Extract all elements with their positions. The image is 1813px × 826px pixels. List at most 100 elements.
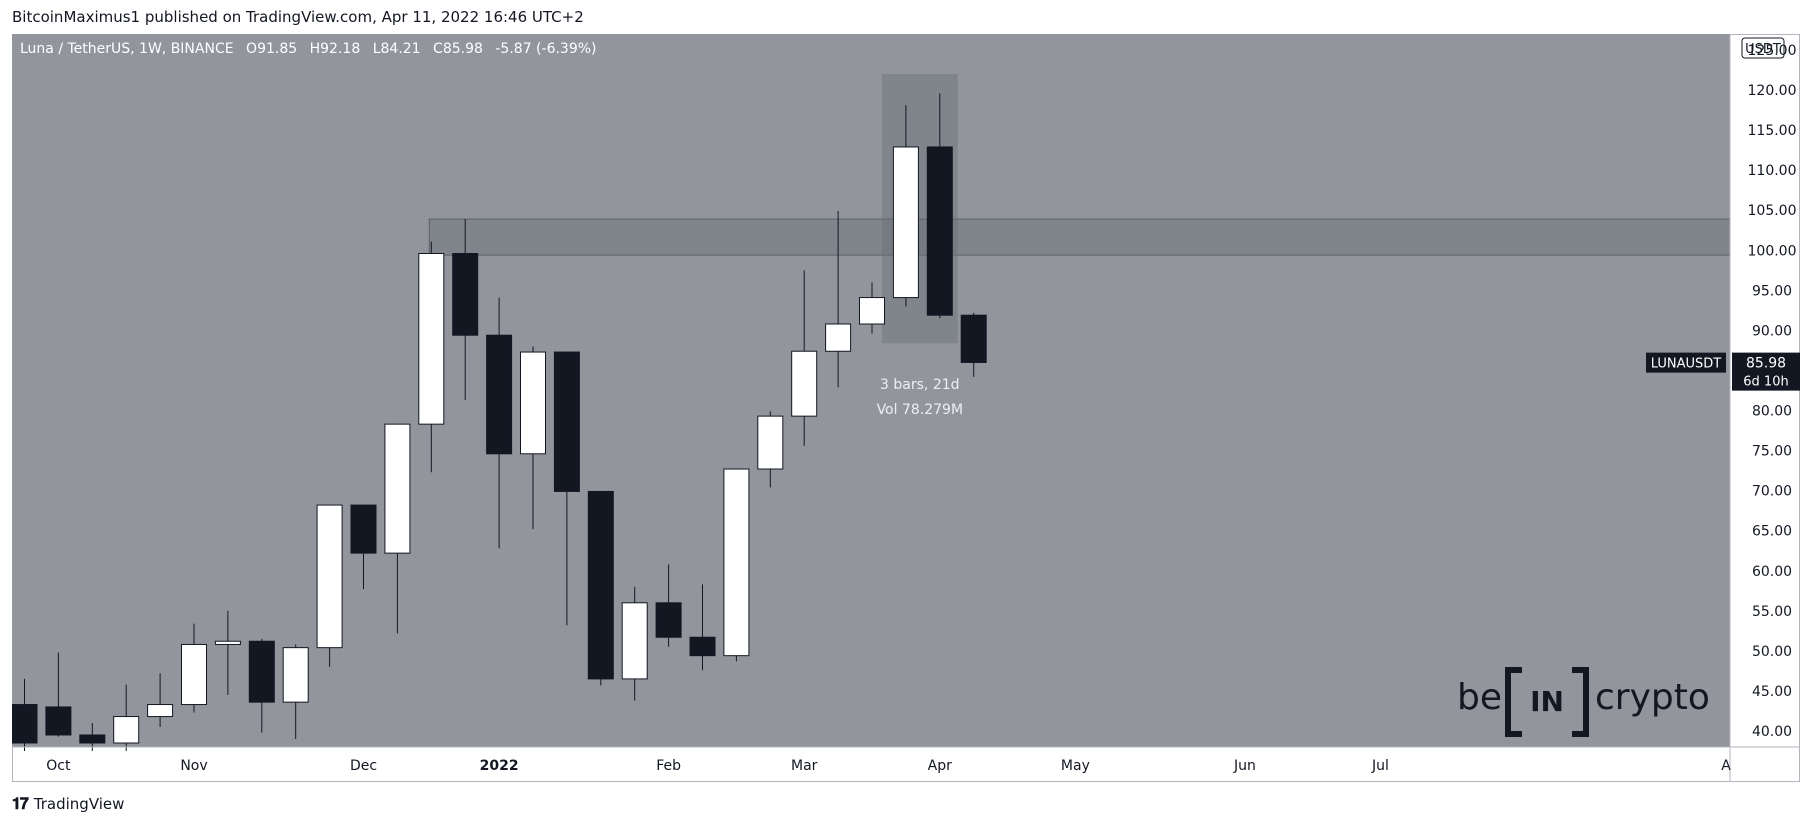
candle-body-bear <box>486 334 513 455</box>
candle <box>520 346 546 530</box>
candle <box>452 219 479 401</box>
candle-body-bull <box>825 323 852 352</box>
candle <box>621 586 648 701</box>
x-tick-label: Feb <box>656 758 681 774</box>
candle-body-bull <box>384 423 411 554</box>
y-tick-label: 50.00 <box>1752 644 1792 660</box>
candle-body-bull <box>791 350 818 417</box>
candles-layer <box>12 93 987 752</box>
candle-body-bear <box>926 146 953 316</box>
candle-body-bull <box>520 351 546 455</box>
y-tick-label: 75.00 <box>1752 444 1792 460</box>
candle-body-bull <box>282 647 309 703</box>
x-tick-label: 2022 <box>480 758 519 774</box>
candle-body-bear <box>45 706 72 736</box>
candle <box>113 684 140 752</box>
y-tick-label: 40.00 <box>1752 724 1792 740</box>
last-price-value: 85.98 <box>1746 356 1786 372</box>
candle <box>757 411 784 488</box>
candle-body-bull <box>113 716 140 744</box>
candlestick-chart[interactable]: Luna / TetherUS, 1W, BINANCE O91.85 H92.… <box>12 34 1800 782</box>
bein-crypto-watermark: be IN crypto <box>1457 667 1710 737</box>
candle-body-bear <box>553 351 580 492</box>
legend-low-label: L <box>373 41 381 57</box>
y-tick-label: 90.00 <box>1752 323 1792 339</box>
y-tick-label: 115.00 <box>1748 123 1797 139</box>
time-axis[interactable]: Oct Nov Dec 2022 Feb Mar Apr May Jun Jul A <box>46 758 1731 774</box>
legend-symbol: Luna / TetherUS, 1W, BINANCE <box>20 41 234 57</box>
candle-body-bull <box>181 643 207 706</box>
candle <box>418 241 445 473</box>
candle-body-bear <box>248 640 275 703</box>
ohlc-legend: Luna / TetherUS, 1W, BINANCE O91.85 H92.… <box>20 41 597 57</box>
candle-body-bull <box>316 504 343 649</box>
candle-body-bear <box>350 504 377 554</box>
svg-text:Luna / TetherUS, 1W, BINANCE: Luna / TetherUS, 1W, BINANCE O91.85 H92.… <box>20 41 597 57</box>
watermark-in: IN <box>1530 685 1564 718</box>
candle <box>859 282 885 334</box>
y-tick-label: 80.00 <box>1752 404 1792 420</box>
legend-open: 91.85 <box>257 41 297 57</box>
x-tick-label: Jun <box>1233 758 1256 774</box>
candle <box>384 423 411 634</box>
y-tick-label: 65.00 <box>1752 524 1792 540</box>
last-price-countdown: 6d 10h <box>1743 375 1788 390</box>
candle-body-bull <box>757 415 784 470</box>
legend-close: 85.98 <box>443 41 483 57</box>
candle <box>553 351 580 626</box>
legend-high: 92.18 <box>320 41 360 57</box>
x-tick-label: A <box>1721 758 1731 774</box>
candle <box>248 638 275 733</box>
y-tick-label: 100.00 <box>1748 243 1797 259</box>
candle <box>892 105 919 307</box>
last-price-symbol: LUNAUSDT <box>1651 357 1722 372</box>
publish-header: BitcoinMaximus1 published on TradingView… <box>12 8 584 26</box>
candle <box>214 610 241 695</box>
candle-body-bear <box>12 704 38 744</box>
candle-body-bull <box>147 704 174 718</box>
y-tick-label: 120.00 <box>1748 83 1797 99</box>
x-tick-label: Jul <box>1371 758 1389 774</box>
currency-badge[interactable]: USDT <box>1741 37 1785 59</box>
y-tick-label: 60.00 <box>1752 564 1792 580</box>
y-tick-label: 95.00 <box>1752 283 1792 299</box>
candle-body-bull <box>859 297 885 325</box>
candle-body-bull <box>723 468 750 657</box>
candle <box>655 564 682 647</box>
y-tick-label: 105.00 <box>1748 203 1797 219</box>
legend-open-label: O <box>246 41 257 57</box>
publish-line: BitcoinMaximus1 published on TradingView… <box>12 8 584 26</box>
measure-volume-text: Vol 78.279M <box>877 402 963 418</box>
candle <box>689 584 716 671</box>
currency-label: USDT <box>1745 42 1781 57</box>
x-tick-label: Apr <box>928 758 952 774</box>
candle-body-bull <box>892 146 919 299</box>
candle <box>147 673 174 727</box>
candle <box>926 93 953 319</box>
legend-close-label: C <box>433 41 443 57</box>
candle <box>825 211 852 388</box>
plot-background <box>12 34 1730 747</box>
x-tick-label: Oct <box>46 758 71 774</box>
x-tick-label: May <box>1061 758 1090 774</box>
candle <box>282 644 309 739</box>
price-axis[interactable]: 40.00 45.00 50.00 55.00 60.00 65.00 70.00 75.00… <box>1748 43 1797 740</box>
candle-body-bull <box>418 253 445 425</box>
candle-body-bear <box>689 636 716 657</box>
candle <box>960 312 987 377</box>
y-tick-label: 70.00 <box>1752 484 1792 500</box>
x-tick-label: Dec <box>350 758 377 774</box>
candle-body-bear <box>79 734 106 744</box>
candle <box>45 652 72 737</box>
resistance-zone <box>428 218 1731 256</box>
watermark-be: be <box>1457 677 1502 718</box>
candle <box>723 468 750 662</box>
x-tick-label: Mar <box>791 758 818 774</box>
watermark-bracket-box: IN <box>1505 667 1589 737</box>
y-tick-label: 125.00 <box>1748 43 1797 59</box>
tradingview-footer[interactable]: 𝟏𝟕 TradingView <box>12 794 124 814</box>
candle <box>486 297 513 549</box>
legend-low: 84.21 <box>381 41 421 57</box>
candle-body-bear <box>452 253 479 336</box>
candle-body-bear <box>587 490 614 680</box>
